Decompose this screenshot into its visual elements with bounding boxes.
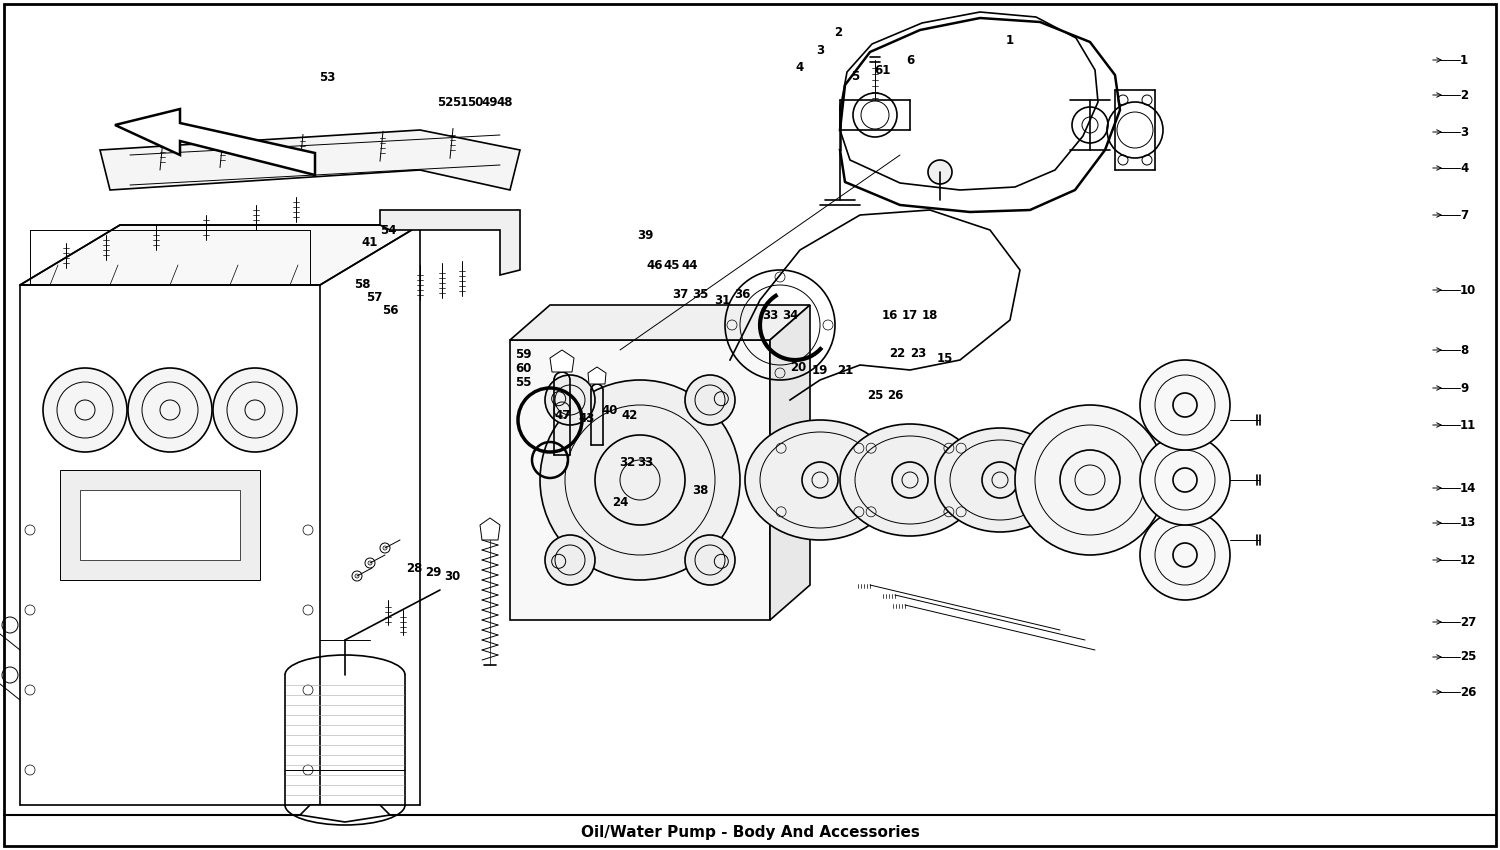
Text: 50: 50 [466,95,483,109]
Polygon shape [80,490,240,560]
Text: 54: 54 [380,224,396,236]
Text: 3: 3 [816,43,824,56]
Text: 9: 9 [1460,382,1468,394]
Circle shape [686,535,735,585]
Text: 48: 48 [496,95,513,109]
Text: 26: 26 [886,388,903,401]
Text: 44: 44 [681,258,698,271]
Text: 4: 4 [796,60,804,73]
Text: 14: 14 [1460,481,1476,495]
Text: 6: 6 [906,54,914,66]
Text: 42: 42 [622,409,638,422]
Text: 55: 55 [514,376,531,388]
Text: 41: 41 [362,235,378,248]
Text: 2: 2 [834,26,842,38]
Text: 12: 12 [1460,553,1476,566]
Text: 51: 51 [452,95,468,109]
Text: 11: 11 [1460,418,1476,432]
Text: 30: 30 [444,570,460,582]
Text: 25: 25 [1460,650,1476,664]
Text: 7: 7 [1460,208,1468,222]
Polygon shape [510,305,810,340]
Text: Oil/Water Pump - Body And Accessories: Oil/Water Pump - Body And Accessories [580,824,920,840]
Text: 24: 24 [612,496,628,508]
Text: 60: 60 [514,361,531,375]
Text: 39: 39 [638,229,652,241]
Polygon shape [100,130,520,190]
Text: 32: 32 [620,456,634,468]
Text: 19: 19 [812,364,828,377]
Text: 46: 46 [646,258,663,271]
Text: 57: 57 [366,291,382,303]
Text: 52: 52 [436,95,453,109]
Text: 40: 40 [602,404,618,416]
Text: 2: 2 [1460,88,1468,101]
Ellipse shape [840,424,980,536]
Text: 18: 18 [922,309,938,321]
Text: 53: 53 [320,71,334,83]
Polygon shape [380,210,520,275]
Circle shape [44,368,128,452]
Text: 34: 34 [782,309,798,321]
Text: 35: 35 [692,287,708,301]
Text: 27: 27 [1460,615,1476,628]
Text: 1: 1 [1007,33,1014,47]
Text: 29: 29 [424,565,441,579]
Circle shape [1140,435,1230,525]
Text: 5: 5 [850,70,859,82]
Text: 16: 16 [882,309,898,321]
Text: 33: 33 [762,309,778,321]
Circle shape [928,160,952,184]
Circle shape [1140,360,1230,450]
Text: 61: 61 [874,64,890,76]
Text: 28: 28 [406,562,422,575]
Circle shape [540,380,740,580]
Text: 1: 1 [1460,54,1468,66]
Polygon shape [60,470,260,580]
Text: 26: 26 [1460,685,1476,699]
Text: 8: 8 [1460,343,1468,356]
Circle shape [128,368,212,452]
Polygon shape [510,340,770,620]
Circle shape [1016,405,1166,555]
Text: 4: 4 [1460,162,1468,174]
Text: 17: 17 [902,309,918,321]
Text: 22: 22 [890,347,904,360]
Polygon shape [20,225,420,285]
Text: 15: 15 [938,352,952,365]
Circle shape [686,375,735,425]
Circle shape [544,535,596,585]
Text: 58: 58 [354,277,370,291]
Polygon shape [588,367,606,384]
Text: 47: 47 [555,409,572,422]
Text: 20: 20 [790,360,806,373]
Text: 59: 59 [514,348,531,360]
Polygon shape [116,109,315,175]
Text: 31: 31 [714,293,730,307]
Ellipse shape [934,428,1065,532]
Circle shape [544,375,596,425]
Text: 45: 45 [663,258,680,271]
Text: 43: 43 [579,411,596,424]
Polygon shape [480,518,500,540]
Text: 56: 56 [381,303,399,316]
Text: 33: 33 [638,456,652,468]
Text: 23: 23 [910,347,926,360]
Text: 13: 13 [1460,517,1476,530]
Text: 10: 10 [1460,284,1476,297]
Text: 36: 36 [734,287,750,301]
Text: 37: 37 [672,287,688,301]
Text: 25: 25 [867,388,883,401]
Ellipse shape [746,420,896,540]
Text: 21: 21 [837,364,854,377]
Text: 49: 49 [482,95,498,109]
Circle shape [213,368,297,452]
Circle shape [1140,510,1230,600]
Text: 3: 3 [1460,126,1468,139]
Polygon shape [770,305,810,620]
Text: 38: 38 [692,484,708,496]
Polygon shape [300,805,390,822]
Polygon shape [550,350,574,372]
